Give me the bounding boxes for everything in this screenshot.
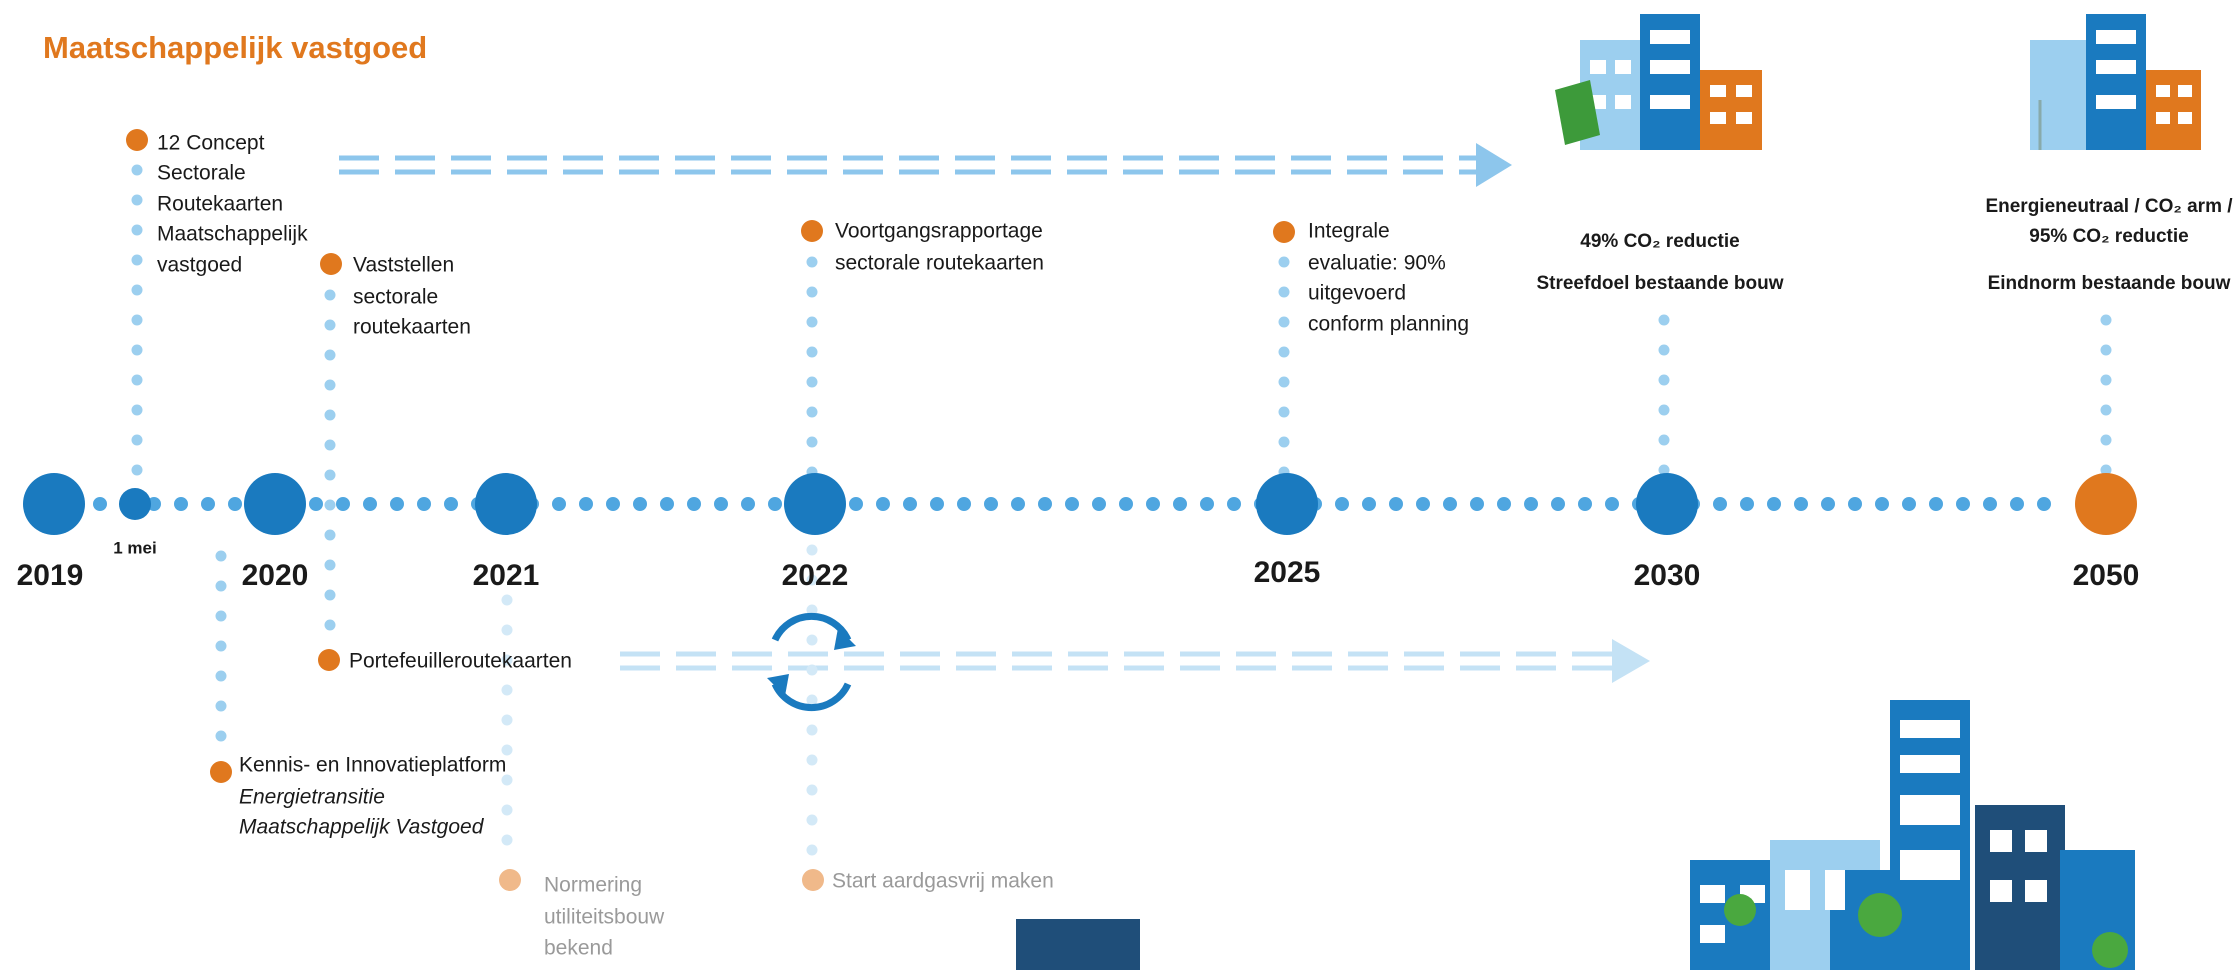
event-text: Sectorale: [157, 162, 246, 185]
cycle-icon: [767, 612, 856, 712]
event-dot: [210, 761, 232, 783]
event-text: Maatschappelijk Vastgoed: [239, 816, 485, 839]
year-circles: [23, 473, 2137, 535]
event-text: Routekaarten: [157, 193, 283, 216]
year-label: 2022: [782, 559, 849, 592]
event-text: 12 Concept: [157, 132, 265, 155]
year-label: 2050: [2073, 559, 2140, 592]
year-label: 2021: [473, 559, 540, 592]
event-text: Voortgangsrapportage: [835, 220, 1043, 243]
target-text: Streefdoel bestaande bouw: [1536, 273, 1783, 294]
event-text: vastgoed: [157, 254, 242, 277]
event-dot: [320, 253, 342, 275]
arrow-top: [339, 143, 1512, 187]
buildings-icon: [2030, 14, 2201, 150]
event-text: Energietransitie: [239, 786, 385, 809]
event-dot: [318, 649, 340, 671]
event-text: Normering: [544, 874, 642, 897]
event-text: evaluatie: 90%: [1308, 252, 1446, 275]
year-label: 2030: [1634, 559, 1701, 592]
event-text: sectorale routekaarten: [835, 252, 1044, 275]
event-text: Maatschappelijk: [157, 223, 308, 246]
event-dot: [801, 220, 823, 242]
event-dot: [802, 869, 824, 891]
buildings-icon: [1555, 14, 1762, 150]
year-label: 2025: [1254, 556, 1321, 589]
event-text: Integrale: [1308, 220, 1390, 243]
event-text: utiliteitsbouw: [544, 906, 665, 929]
event-dot: [126, 129, 148, 151]
event-text: Kennis- en Innovatieplatform: [239, 754, 506, 777]
event-text: Start aardgasvrij maken: [832, 870, 1054, 893]
event-text: bekend: [544, 937, 613, 960]
event-text: uitgevoerd: [1308, 282, 1406, 305]
event-text: sectorale: [353, 286, 438, 309]
arrow-bottom: [620, 639, 1650, 683]
event-text: routekaarten: [353, 316, 471, 339]
target-text: 95% CO₂ reductie: [2029, 226, 2188, 247]
title: Maatschappelijk vastgoed: [43, 30, 427, 65]
event-text: Vaststellen: [353, 254, 454, 277]
target-text: Energieneutraal / CO₂ arm /: [1985, 196, 2233, 217]
event-text: Portefeuilleroutekaarten: [349, 650, 572, 673]
event-dot: [1273, 221, 1295, 243]
event-dot: [499, 869, 521, 891]
target-text: 49% CO₂ reductie: [1580, 231, 1739, 252]
event-text: conform planning: [1308, 313, 1469, 336]
city-icon: [1690, 700, 2135, 970]
year-label: 2019: [17, 559, 84, 592]
milestone-label: 1 mei: [113, 538, 156, 557]
footer-block: [1016, 919, 1140, 970]
year-label: 2020: [242, 559, 309, 592]
target-text: Eindnorm bestaande bouw: [1988, 273, 2231, 294]
